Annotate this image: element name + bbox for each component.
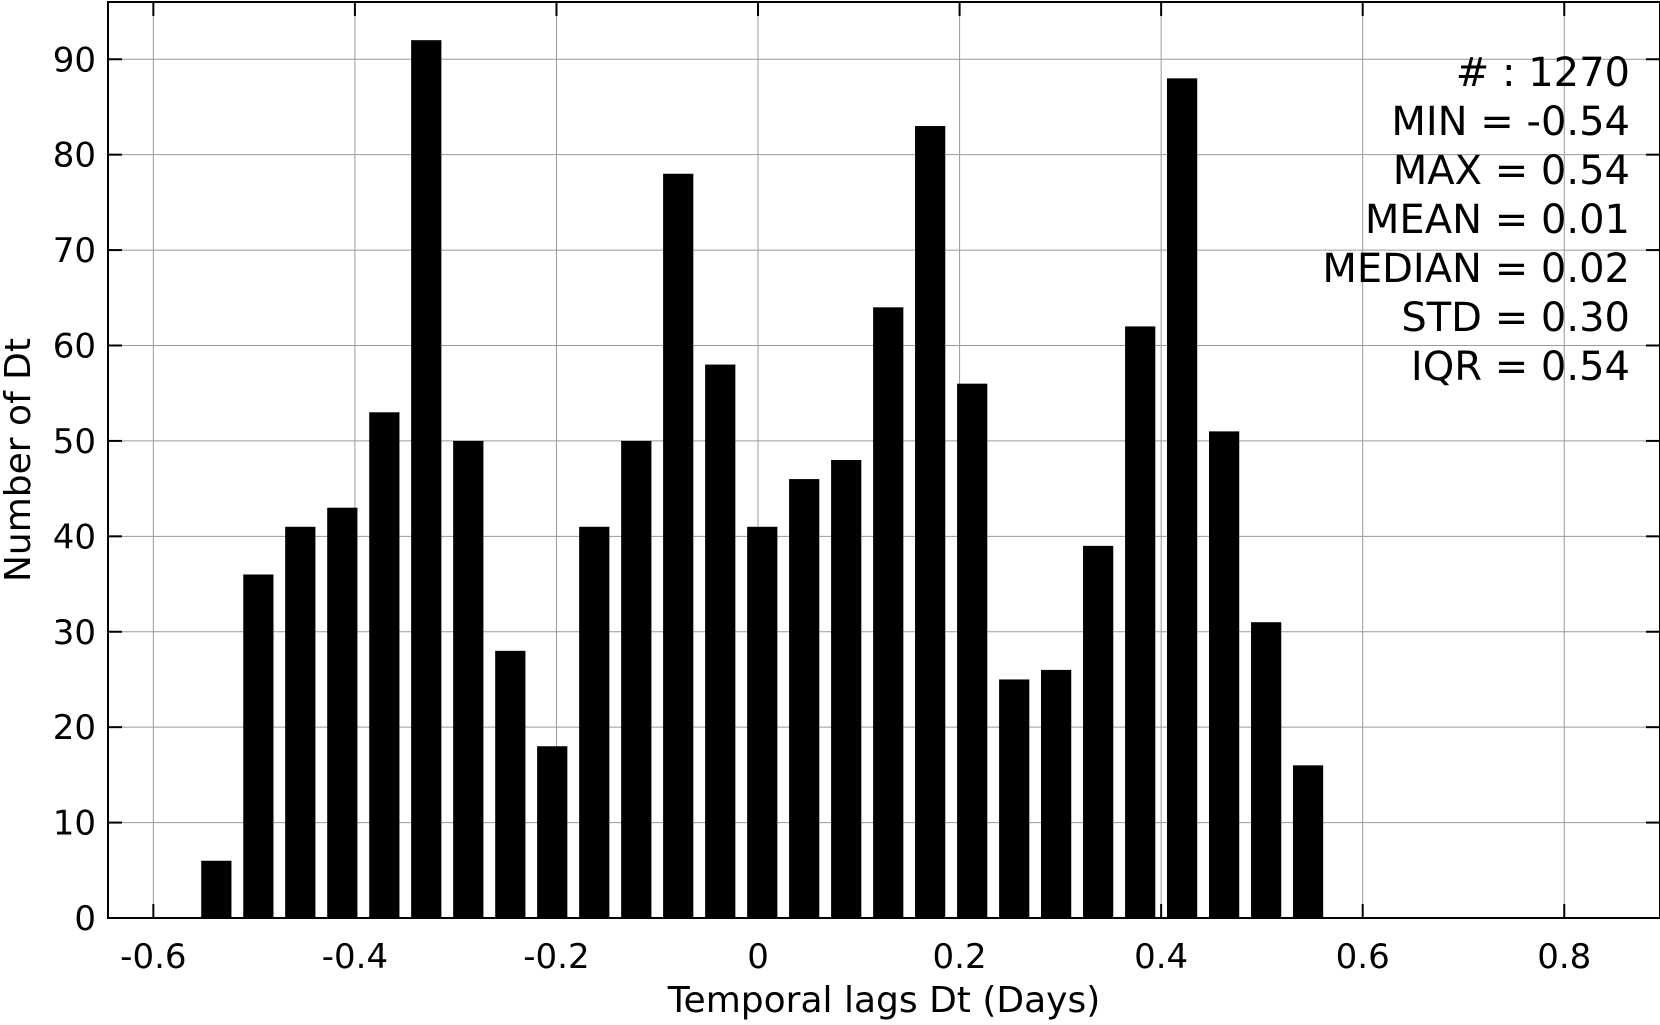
axis-ticks: -0.6 -0.4 -0.2 0 0.2 0.4 0.6 0.8 0 10 20 30 40 50 60 70… (53, 2, 1660, 977)
x-axis-label: Temporal lags Dt (Days) (667, 980, 1101, 1021)
histogram-bar (789, 479, 820, 918)
bars (201, 40, 1324, 919)
y-tick-label: 10 (53, 804, 96, 844)
histogram-bar (747, 526, 778, 918)
histogram-bar (915, 126, 946, 918)
x-tick-label: -0.2 (523, 937, 589, 977)
plot-frame (107, 1, 1660, 919)
histogram-bar (537, 746, 568, 918)
histogram-bar (1209, 431, 1240, 918)
stat-line: MEDIAN = 0.02 (1322, 246, 1630, 292)
histogram-bar (831, 460, 862, 918)
histogram-bar (663, 173, 694, 918)
x-tick-label: 0.6 (1336, 937, 1390, 977)
y-tick-label: 60 (53, 327, 96, 367)
histogram-bar (1251, 622, 1282, 918)
histogram-bar (411, 40, 442, 918)
histogram-bar (1083, 545, 1114, 918)
x-tick-label: 0.2 (933, 937, 987, 977)
histogram-bar (201, 860, 232, 918)
stat-line: STD = 0.30 (1401, 295, 1630, 341)
y-tick-label: 50 (53, 422, 96, 462)
y-tick-label: 90 (53, 40, 96, 80)
stat-line: MEAN = 0.01 (1365, 197, 1630, 243)
y-tick-label: 80 (53, 136, 96, 176)
histogram-bar (243, 574, 274, 918)
stat-line: MAX = 0.54 (1393, 148, 1630, 194)
histogram-bar (1125, 326, 1156, 919)
histogram-bar (369, 412, 400, 918)
histogram-bar (495, 650, 526, 918)
y-tick-label: 0 (74, 899, 96, 939)
histogram-bar (999, 679, 1030, 918)
histogram-bar (957, 383, 988, 919)
histogram-bar (453, 440, 484, 918)
histogram-bar (1041, 669, 1072, 918)
histogram-bar (1166, 78, 1198, 919)
x-tick-label: -0.6 (120, 937, 186, 977)
histogram-bar (285, 526, 316, 918)
y-tick-label: 30 (53, 613, 96, 653)
histogram-bar (1292, 765, 1324, 918)
x-tick-label: -0.4 (322, 937, 388, 977)
x-tick-label: 0 (747, 937, 769, 977)
stat-line: # : 1270 (1456, 50, 1630, 96)
y-axis-label: Number of Dt (0, 338, 39, 582)
x-tick-label: 0.8 (1537, 937, 1591, 977)
histogram-bar (705, 364, 736, 918)
y-tick-label: 40 (53, 517, 96, 557)
histogram-bar (327, 507, 358, 918)
y-tick-label: 20 (53, 708, 96, 748)
stat-line: MIN = -0.54 (1391, 99, 1630, 145)
histogram-bar (621, 440, 652, 918)
y-tick-label: 70 (53, 231, 96, 271)
x-tick-label: 0.4 (1134, 937, 1188, 977)
histogram-bar (579, 526, 610, 918)
histogram-bar (873, 307, 904, 918)
stat-line: IQR = 0.54 (1411, 344, 1630, 390)
